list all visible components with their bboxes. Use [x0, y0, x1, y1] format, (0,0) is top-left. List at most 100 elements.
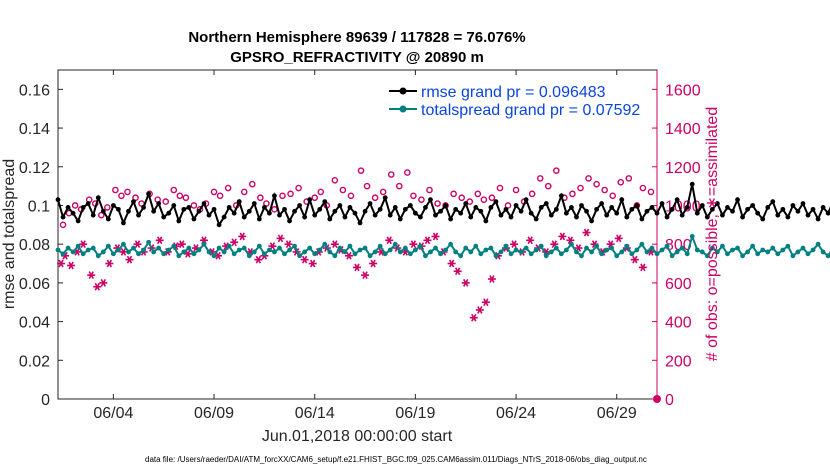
rmse-point	[392, 205, 398, 210]
totalspread-point	[176, 253, 182, 259]
rmse-point	[473, 205, 479, 210]
totalspread-point	[810, 247, 816, 253]
rmse-point	[735, 197, 740, 203]
rmse-point	[156, 201, 162, 206]
rmse-point	[131, 199, 136, 205]
totalspread-point	[136, 251, 141, 257]
y-left-tick-label: 0.08	[19, 237, 50, 254]
asterisk-stroke	[616, 234, 622, 243]
totalspread-point	[569, 241, 574, 247]
rmse-point	[357, 220, 363, 226]
totalspread-point	[483, 247, 489, 253]
obs-possible-point	[450, 190, 457, 198]
obs-assimilated-point	[369, 259, 378, 268]
obs-possible-point	[182, 194, 190, 202]
rmse-point	[488, 205, 494, 210]
asterisk-stroke	[559, 232, 566, 241]
rmse-point	[523, 197, 529, 203]
totalspread-point	[760, 247, 766, 253]
rmse-point	[639, 216, 645, 222]
totalspread-point	[372, 249, 378, 255]
totalspread-point	[699, 249, 705, 255]
asterisk-stroke	[310, 259, 316, 268]
rmse-point	[423, 205, 428, 210]
totalspread-point	[755, 251, 761, 257]
rmse-point	[448, 216, 454, 222]
totalspread-point	[684, 251, 690, 257]
rmse-point	[755, 210, 761, 216]
obs-possible-point	[569, 190, 576, 198]
asterisk-stroke	[223, 242, 229, 250]
obs-assimilated-point	[582, 228, 591, 237]
obs-possible-point	[112, 186, 119, 194]
rmse-point	[116, 206, 121, 212]
totalspread-point	[131, 245, 136, 251]
rmse-point	[267, 210, 272, 216]
rmse-point	[90, 212, 96, 218]
obs-assimilated-point	[630, 255, 639, 264]
legend-box	[383, 80, 652, 120]
obs-possible-point	[118, 192, 125, 200]
obs-possible-point	[647, 188, 655, 196]
totalspread-point	[659, 247, 665, 253]
y-right-tick-label: 1600	[665, 82, 701, 99]
asterisk-stroke	[591, 240, 598, 249]
asterisk-stroke	[100, 279, 106, 287]
totalspread-point	[65, 245, 71, 251]
obs-possible-point	[395, 182, 403, 190]
obs-possible-point	[553, 167, 560, 174]
asterisk-stroke	[370, 259, 376, 268]
plot-area	[57, 69, 658, 400]
obs-possible-point	[317, 188, 325, 196]
rmse-point	[498, 212, 504, 218]
rmse-point	[538, 205, 544, 210]
rmse-point	[715, 201, 720, 206]
rmse-point	[176, 218, 182, 224]
obs-possible-point	[331, 177, 339, 184]
obs-possible-point	[170, 186, 178, 194]
totalspread-point	[619, 249, 625, 255]
obs-possible-point	[488, 194, 496, 202]
rmse-point	[553, 206, 559, 212]
asterisk-stroke	[346, 251, 352, 260]
asterisk-stroke	[179, 240, 185, 249]
totalspread-point	[302, 249, 308, 255]
rmse-point	[151, 208, 157, 214]
rmse-point	[493, 199, 499, 205]
rmse-point	[760, 216, 766, 222]
rmse-point	[518, 208, 524, 214]
totalspread-point	[282, 251, 287, 257]
rmse-point	[377, 206, 383, 212]
obs-possible-point	[363, 182, 371, 190]
asterisk-stroke	[193, 244, 199, 252]
totalspread-point	[166, 247, 172, 253]
totalspread-point	[715, 249, 720, 255]
obs-assimilated-point	[510, 240, 519, 249]
rmse-point	[136, 212, 141, 218]
obs-possible-point	[585, 175, 592, 182]
totalspread-point	[80, 251, 86, 257]
totalspread-point	[604, 247, 610, 253]
totalspread-point	[191, 251, 197, 257]
totalspread-point	[574, 249, 579, 255]
totalspread-point	[251, 249, 257, 255]
totalspread-point	[468, 249, 474, 255]
totalspread-point	[231, 251, 237, 257]
rmse-point	[317, 206, 323, 212]
totalspread-point	[649, 245, 655, 251]
rmse-point	[297, 203, 303, 208]
totalspread-point	[211, 253, 217, 259]
rmse-point	[790, 203, 796, 208]
rmse-point	[453, 206, 459, 212]
obs-assimilated-point	[453, 267, 462, 276]
y-left-tick-label: 0	[41, 392, 50, 409]
obs-assimilated-point	[87, 271, 96, 280]
rmse-point	[654, 210, 660, 216]
totalspread-point	[342, 249, 348, 255]
obs-possible-point	[240, 188, 248, 196]
asterisk-stroke	[134, 240, 141, 249]
totalspread-point	[458, 253, 464, 259]
rmse-point	[443, 203, 448, 208]
asterisk-stroke	[74, 248, 80, 256]
y-left-tick-label: 0.1	[28, 198, 50, 215]
